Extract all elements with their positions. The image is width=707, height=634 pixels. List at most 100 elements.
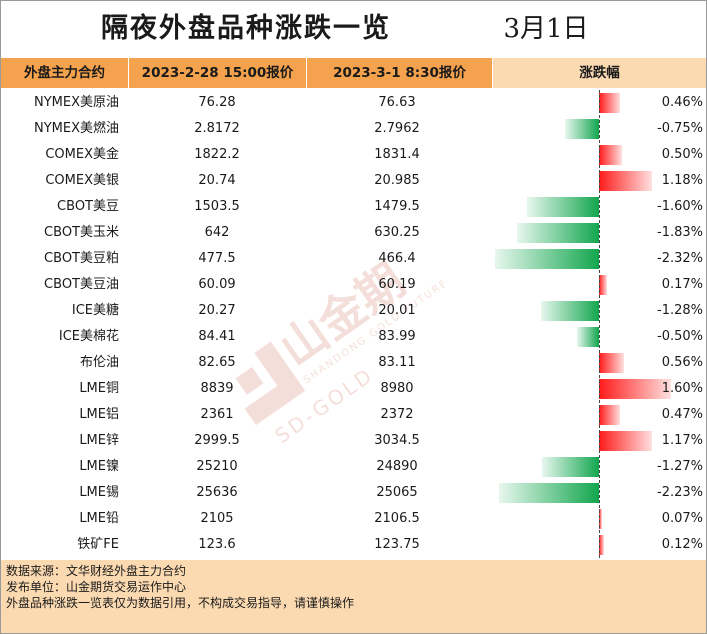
change-percent: -2.23% (657, 485, 703, 500)
table-row: CBOT美豆油 60.09 60.19 0.17% (1, 272, 706, 298)
change-bar-up (599, 431, 652, 451)
table-row: CBOT美玉米 642 630.25 -1.83% (1, 220, 706, 246)
price-prev: 60.09 (198, 277, 236, 292)
change-bar-down (541, 457, 599, 477)
price-curr: 20.985 (374, 173, 420, 188)
table-row: LME铜 8839 8980 1.60% (1, 376, 706, 402)
change-bar-down (527, 197, 599, 217)
price-curr: 630.25 (374, 225, 420, 240)
price-curr: 24890 (376, 459, 418, 474)
change-bar-down (494, 249, 599, 269)
contract-name: LME铝 (79, 407, 119, 422)
contract-name: ICE美棉花 (58, 329, 119, 344)
change-percent: -2.32% (657, 251, 703, 266)
table-row: NYMEX美原油 76.28 76.63 0.46% (1, 90, 706, 116)
price-curr: 1831.4 (374, 147, 420, 162)
change-bar-up (599, 353, 625, 373)
contract-name: CBOT美豆 (57, 199, 119, 214)
table-row: LME锌 2999.5 3034.5 1.17% (1, 428, 706, 454)
contract-name: ICE美糖 (71, 303, 119, 318)
contract-name: LME铜 (79, 381, 119, 396)
title-bar: 隔夜外盘品种涨跌一览 3月1日 (1, 1, 706, 57)
table-row: ICE美棉花 84.41 83.99 -0.50% (1, 324, 706, 350)
table-row: NYMEX美燃油 2.8172 2.7962 -0.75% (1, 116, 706, 142)
change-percent: 0.47% (661, 407, 703, 422)
price-curr: 123.75 (374, 537, 420, 552)
price-curr: 2106.5 (374, 511, 420, 526)
price-prev: 76.28 (198, 95, 236, 110)
change-bar-up (599, 93, 620, 113)
change-percent: -0.50% (657, 329, 703, 344)
footer: 数据来源：文华财经外盘主力合约 发布单位：山金期货交易运作中心 外盘品种涨跌一览… (1, 560, 706, 633)
table-row: ICE美糖 20.27 20.01 -1.28% (1, 298, 706, 324)
price-prev: 1822.2 (194, 147, 240, 162)
footer-disclaimer: 外盘品种涨跌一览表仅为数据引用，不构成交易指导，请谨慎操作 (6, 596, 355, 610)
table-row: CBOT美豆 1503.5 1479.5 -1.60% (1, 194, 706, 220)
footer-source: 数据来源：文华财经外盘主力合约 (6, 564, 187, 578)
price-prev: 84.41 (198, 329, 236, 344)
table-row: COMEX美金 1822.2 1831.4 0.50% (1, 142, 706, 168)
change-percent: 0.56% (661, 355, 703, 370)
change-percent: 0.07% (661, 511, 703, 526)
price-prev: 25210 (196, 459, 238, 474)
price-curr: 60.19 (378, 277, 416, 292)
table-row: LME铝 2361 2372 0.47% (1, 402, 706, 428)
change-bar-up (599, 171, 653, 191)
column-header-contract: 外盘主力合约 (1, 58, 129, 88)
contract-name: LME锡 (79, 485, 119, 500)
price-prev: 2.8172 (194, 121, 240, 136)
contract-name: CBOT美豆油 (44, 277, 119, 292)
change-percent: -1.27% (657, 459, 703, 474)
change-bar-down (498, 483, 599, 503)
table-row: LME镍 25210 24890 -1.27% (1, 454, 706, 480)
price-curr: 76.63 (378, 95, 416, 110)
contract-name: LME锌 (79, 433, 119, 448)
change-bar-down (541, 301, 599, 321)
change-bar-up (599, 509, 603, 529)
price-prev: 477.5 (198, 251, 236, 266)
change-percent: 0.46% (661, 95, 703, 110)
zero-axis (599, 90, 600, 558)
change-bar-up (599, 275, 607, 295)
change-percent: 1.60% (661, 381, 703, 396)
price-prev: 2999.5 (194, 433, 240, 448)
price-curr: 83.99 (378, 329, 416, 344)
price-curr: 2.7962 (374, 121, 420, 136)
contract-name: NYMEX美原油 (33, 95, 119, 110)
change-bar-up (599, 379, 671, 399)
change-percent: 1.18% (661, 173, 703, 188)
table-header: 外盘主力合约 2023-2-28 15:00报价 2023-3-1 8:30报价… (1, 58, 706, 88)
change-bar-down (576, 327, 599, 347)
change-bar-down (516, 223, 599, 243)
price-prev: 82.65 (198, 355, 236, 370)
table-row: LME锡 25636 25065 -2.23% (1, 480, 706, 506)
contract-name: CBOT美玉米 (44, 225, 119, 240)
change-percent: -1.60% (657, 199, 703, 214)
price-prev: 25636 (196, 485, 238, 500)
price-prev: 20.74 (198, 173, 236, 188)
price-curr: 83.11 (378, 355, 416, 370)
change-percent: -1.28% (657, 303, 703, 318)
price-prev: 123.6 (198, 537, 236, 552)
change-bar-up (599, 405, 621, 425)
change-percent: 0.12% (661, 537, 703, 552)
contract-name: LME镍 (79, 459, 119, 474)
contract-name: CBOT美豆粕 (44, 251, 119, 266)
change-bar-down (565, 119, 599, 139)
change-percent: 0.17% (661, 277, 703, 292)
price-curr: 25065 (376, 485, 418, 500)
contract-name: COMEX美金 (45, 147, 119, 162)
price-prev: 1503.5 (194, 199, 240, 214)
column-header-price-curr: 2023-3-1 8:30报价 (307, 58, 493, 88)
contract-name: 铁矿FE (77, 537, 119, 552)
change-bar-up (599, 535, 605, 555)
change-percent: 1.17% (661, 433, 703, 448)
column-header-price-prev: 2023-2-28 15:00报价 (129, 58, 307, 88)
contract-name: COMEX美银 (45, 173, 119, 188)
change-percent: 0.50% (661, 147, 703, 162)
change-bar-up (599, 145, 622, 165)
price-curr: 1479.5 (374, 199, 420, 214)
column-header-change: 涨跌幅 (493, 58, 706, 88)
price-curr: 20.01 (378, 303, 416, 318)
price-prev: 8839 (200, 381, 234, 396)
